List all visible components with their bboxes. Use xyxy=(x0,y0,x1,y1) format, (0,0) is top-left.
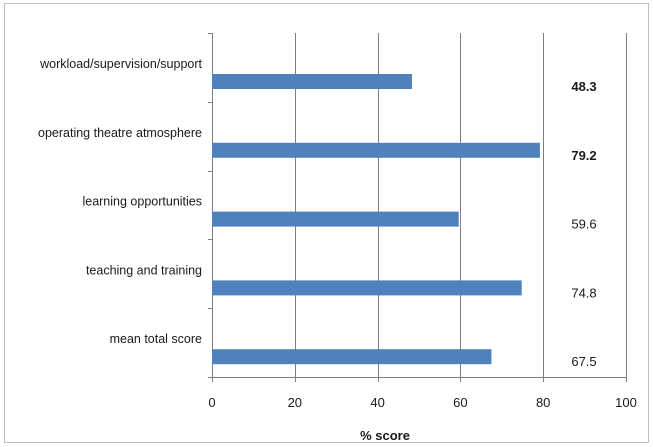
bars xyxy=(212,74,540,365)
data-label-4: 74.8 xyxy=(571,285,596,300)
data-label-5: 67.5 xyxy=(571,354,596,369)
x-tick-label-80: 80 xyxy=(536,395,550,410)
x-tick-label-20: 20 xyxy=(288,395,302,410)
category-label-2: operating theatre atmosphere xyxy=(38,126,202,140)
x-axis-title: % score xyxy=(360,428,410,443)
data-label-3: 59.6 xyxy=(571,217,596,232)
bar-5 xyxy=(212,349,492,365)
gridlines xyxy=(295,33,627,377)
category-label-3: learning opportunities xyxy=(82,195,202,209)
x-tick-label-0: 0 xyxy=(208,395,215,410)
bar-1 xyxy=(212,74,412,89)
bar-2 xyxy=(212,142,540,158)
category-label-1: workload/supervision/support xyxy=(39,57,202,71)
x-tick-label-100: 100 xyxy=(615,395,637,410)
axes xyxy=(208,33,627,382)
bar-3 xyxy=(212,211,459,227)
data-label-1: 48.3 xyxy=(571,79,596,94)
x-tick-label-40: 40 xyxy=(370,395,384,410)
bar-4 xyxy=(212,280,522,296)
category-label-5: mean total score xyxy=(110,332,202,346)
data-labels: 48.3 79.2 59.6 74.8 67.5 xyxy=(571,79,596,369)
x-tick-label-60: 60 xyxy=(453,395,467,410)
category-labels: workload/supervision/support operating th… xyxy=(38,57,203,346)
category-label-4: teaching and training xyxy=(86,263,202,277)
x-tick-labels: 0 20 40 60 80 100 xyxy=(208,395,636,410)
data-label-2: 79.2 xyxy=(571,148,596,163)
